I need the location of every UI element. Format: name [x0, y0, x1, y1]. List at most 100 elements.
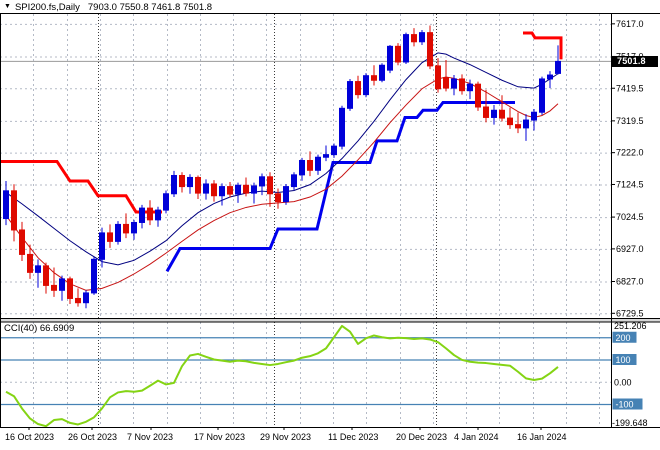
candle-body	[115, 223, 121, 242]
candle-body	[307, 159, 313, 171]
candle-body	[171, 174, 177, 195]
cci-level-badge: -100	[616, 400, 634, 410]
candle-body	[179, 174, 185, 188]
price-axis-label: 7024.5	[616, 212, 644, 222]
candle-body	[187, 176, 193, 188]
candle-body	[419, 32, 425, 43]
candle-body	[91, 258, 97, 294]
date-axis-label: 11 Dec 2023	[328, 432, 378, 442]
candle-body	[35, 265, 41, 273]
price-axis-label: 7319.5	[616, 116, 644, 126]
date-axis-label: 7 Nov 2023	[127, 432, 173, 442]
price-axis-label: 6927.0	[616, 244, 644, 254]
cci-level-badge: 100	[616, 355, 631, 365]
candle-body	[243, 184, 249, 194]
date-axis-label: 16 Jan 2024	[517, 432, 567, 442]
candle-body	[427, 32, 433, 67]
price-axis-label: 7617.0	[616, 19, 644, 29]
candle-body	[387, 45, 393, 71]
candle-body	[547, 74, 553, 80]
candle-body	[131, 221, 137, 234]
candle-body	[347, 81, 353, 109]
trailing-stop-red-line	[0, 159, 162, 214]
candle-body	[251, 185, 257, 194]
candle-body	[83, 292, 89, 304]
candle-body	[371, 75, 377, 81]
ma-navy-line	[5, 52, 559, 266]
candle-body	[235, 184, 241, 195]
candle-body	[539, 78, 545, 113]
candle-body	[467, 83, 473, 92]
candle-body	[275, 193, 281, 203]
candle-body	[395, 45, 401, 63]
cci-line	[5, 324, 559, 428]
candle-body	[155, 209, 161, 221]
candle-body	[99, 232, 105, 260]
price-axis-label: 6729.5	[616, 308, 644, 318]
candle-body	[515, 124, 521, 129]
candle-body	[107, 232, 113, 242]
candle-body	[339, 107, 345, 147]
candle-body	[59, 278, 65, 291]
trailing-stop-red-line	[523, 31, 563, 60]
candle-body	[291, 174, 297, 188]
date-axis: 16 Oct 2023 26 Oct 2023 7 Nov 2023 17 Nov 2…	[5, 427, 567, 442]
date-axis-label: 16 Oct 2023	[5, 432, 54, 442]
candle-body	[499, 109, 505, 119]
date-axis-label: 4 Jan 2024	[454, 432, 499, 442]
date-axis-label: 29 Nov 2023	[260, 432, 311, 442]
candle-body	[147, 207, 153, 221]
price-axis-label: 7222.0	[616, 148, 644, 158]
candle-body	[507, 117, 513, 126]
cci-min-label: -199.648	[612, 418, 648, 428]
candle-body	[51, 284, 57, 291]
panel-borders	[0, 13, 660, 428]
candle-body	[211, 183, 217, 197]
candle-body	[299, 159, 305, 176]
candle-body	[523, 119, 529, 129]
candle-body	[403, 34, 409, 63]
candle-body	[267, 176, 273, 195]
candle-body	[43, 265, 49, 286]
price-axis: 7617.07517.07419.57319.57222.07124.57024…	[611, 19, 644, 318]
chart-title: ▼ SPI200.fs,Daily 7903.0 7550.8 7461.8 7…	[4, 1, 212, 13]
candle-body	[435, 65, 441, 90]
candle-body	[67, 278, 73, 299]
candle-body	[163, 193, 169, 211]
trailing-stop-blue-line	[165, 100, 515, 273]
date-axis-label: 17 Nov 2023	[194, 432, 245, 442]
candle-body	[219, 186, 225, 197]
candle-body	[283, 186, 289, 203]
candle-body	[363, 75, 369, 96]
candle-body	[123, 223, 129, 234]
candle-body	[11, 190, 17, 231]
candle-body	[411, 34, 417, 43]
candle-body	[475, 83, 481, 108]
candle-body	[451, 78, 457, 89]
candle-body	[195, 176, 201, 194]
cci-level-lines	[0, 337, 612, 406]
candle-body	[27, 253, 33, 273]
candle-body	[315, 156, 321, 171]
current-price-badge: 7501.8	[612, 56, 658, 67]
price-axis-label: 6827.0	[616, 276, 644, 286]
date-axis-label: 26 Oct 2023	[68, 432, 117, 442]
candle-body	[75, 297, 81, 304]
price-axis-label: 7419.5	[616, 83, 644, 93]
candle-body	[259, 176, 265, 187]
cci-zero-label: 0.00	[614, 377, 632, 387]
ohlc-readout: 7903.0 7550.8 7461.8 7501.8	[87, 1, 213, 13]
candle-body	[443, 77, 449, 89]
indicator-name-label: CCI(40) 66.6909	[4, 323, 75, 334]
candle-body	[323, 154, 329, 158]
candle-body	[19, 229, 25, 255]
candle-body	[483, 106, 489, 118]
candle-body	[555, 60, 561, 74]
dropdown-arrow-icon: ▼	[4, 2, 11, 10]
candle-body	[459, 78, 465, 92]
cci-max-label: 251.206	[614, 321, 647, 331]
candle-body	[531, 111, 537, 121]
candle-body	[355, 81, 361, 96]
